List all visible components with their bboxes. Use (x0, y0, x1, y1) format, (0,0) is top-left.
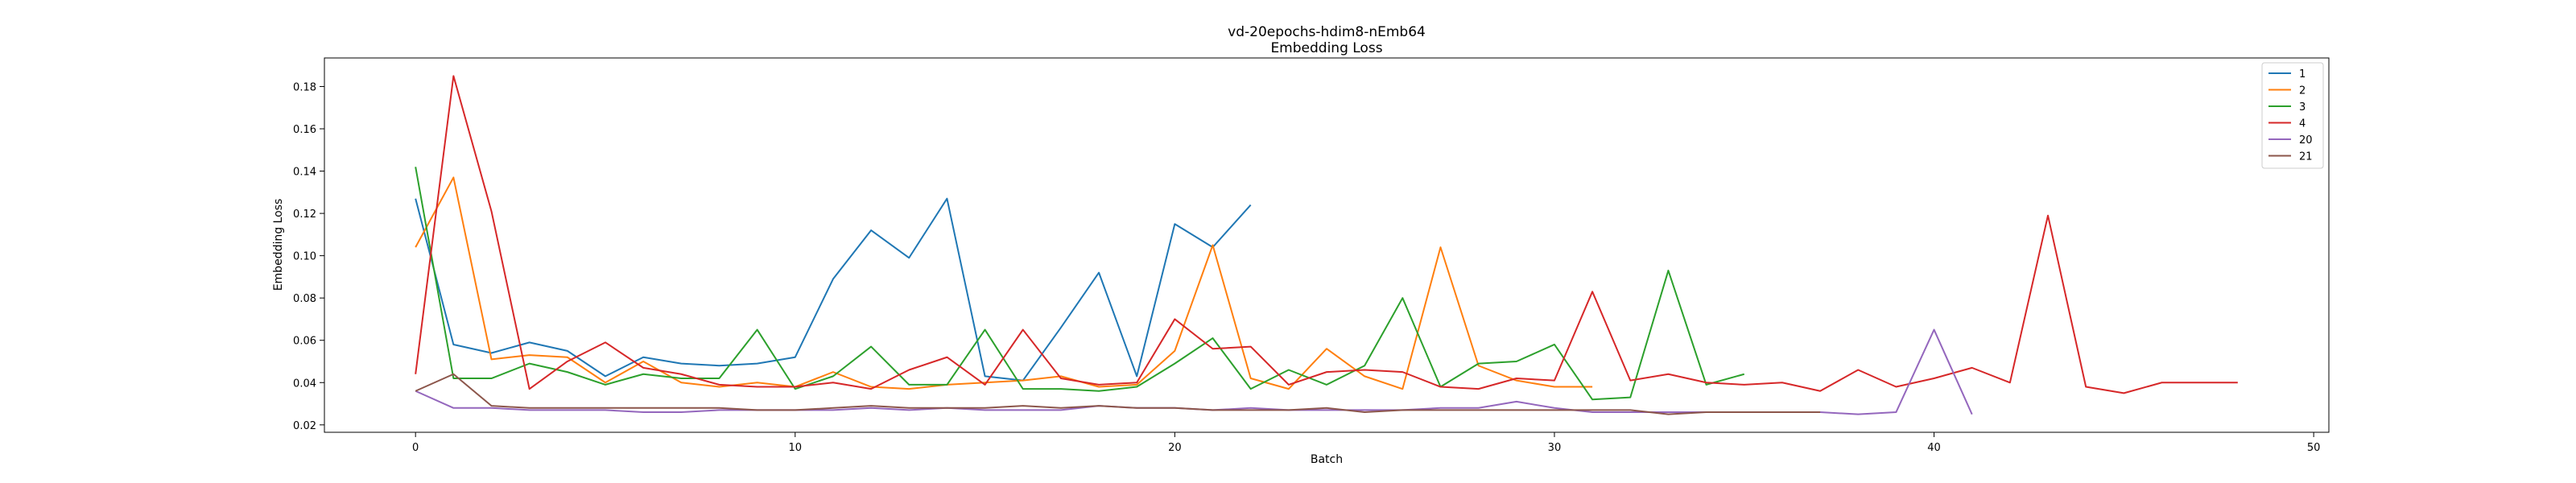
legend-label: 2 (2299, 85, 2306, 97)
y-tick-label: 0.08 (293, 293, 316, 305)
x-tick-label: 40 (1927, 442, 1941, 454)
legend-label: 20 (2299, 134, 2313, 147)
series-line-3 (415, 167, 1745, 401)
x-tick-label: 10 (788, 442, 802, 454)
y-tick-label: 0.14 (293, 167, 316, 179)
y-tick-label: 0.16 (293, 124, 316, 136)
y-tick-label: 0.06 (293, 336, 316, 348)
legend-label: 3 (2299, 101, 2306, 114)
series-line-21 (415, 373, 1821, 415)
y-tick-label: 0.04 (293, 378, 316, 390)
plot-frame (324, 57, 2330, 433)
y-tick-label: 0.18 (293, 81, 316, 93)
x-tick-label: 20 (1168, 442, 1182, 454)
x-tick-label: 30 (1548, 442, 1562, 454)
series-layer (415, 75, 2238, 415)
x-tick-label: 0 (412, 442, 419, 454)
y-tick-label: 0.12 (293, 208, 316, 221)
legend: 1 2 3 4 20 21 (2261, 62, 2324, 169)
chart-subtitle: Embedding Loss (1270, 40, 1382, 56)
axes-layer: 0 10 20 30 40 50 0.02 0.04 0.06 0.08 0.10 0.12 0.14 0… (293, 81, 2320, 454)
legend-label: 4 (2299, 118, 2306, 130)
series-line-1 (415, 197, 1252, 382)
y-tick-label: 0.10 (293, 251, 316, 263)
chart-title: vd-20epochs-hdim8-nEmb64 (1228, 24, 1426, 40)
series-line-20 (415, 328, 1973, 415)
x-axis-label: Batch (1311, 453, 1343, 466)
legend-label: 1 (2299, 68, 2306, 80)
y-tick-label: 0.02 (293, 420, 316, 432)
series-line-2 (415, 176, 1593, 390)
x-tick-label: 50 (2307, 442, 2321, 454)
y-axis-label: Embedding Loss (272, 199, 285, 291)
series-line-4 (415, 75, 2238, 394)
legend-label: 21 (2299, 151, 2313, 163)
legend-box (2261, 62, 2324, 169)
